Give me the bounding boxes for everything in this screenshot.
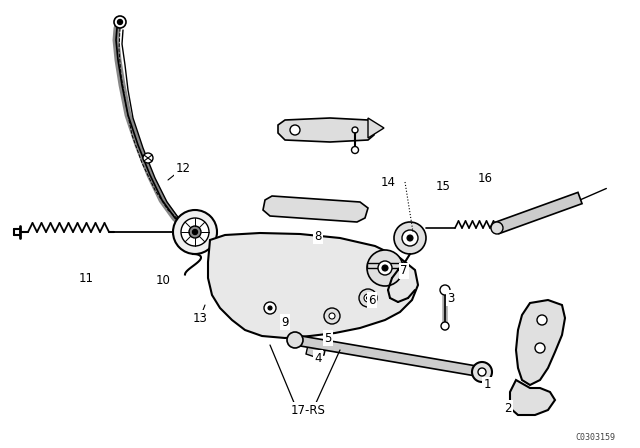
Text: 12: 12 — [175, 161, 191, 175]
Polygon shape — [516, 300, 565, 385]
Circle shape — [441, 322, 449, 330]
Polygon shape — [510, 380, 555, 415]
Polygon shape — [306, 342, 326, 357]
Text: 11: 11 — [79, 271, 93, 284]
Polygon shape — [183, 218, 210, 240]
Circle shape — [359, 289, 377, 307]
Circle shape — [324, 308, 340, 324]
Text: 4: 4 — [314, 352, 322, 365]
Polygon shape — [495, 192, 582, 234]
Circle shape — [264, 302, 276, 314]
Text: 9: 9 — [281, 315, 289, 328]
Text: 8: 8 — [314, 229, 322, 242]
Text: 7: 7 — [400, 264, 408, 277]
Circle shape — [351, 146, 358, 154]
Circle shape — [118, 20, 122, 25]
Text: 17-RS: 17-RS — [291, 404, 325, 417]
Circle shape — [268, 306, 272, 310]
Text: 14: 14 — [381, 176, 396, 189]
Circle shape — [329, 313, 335, 319]
Circle shape — [189, 226, 201, 238]
Circle shape — [181, 218, 209, 246]
Text: C0303159: C0303159 — [575, 434, 615, 443]
Circle shape — [367, 250, 403, 286]
Circle shape — [407, 235, 413, 241]
Polygon shape — [294, 335, 483, 377]
Circle shape — [114, 16, 126, 28]
Text: 5: 5 — [324, 332, 332, 345]
Circle shape — [478, 368, 486, 376]
Circle shape — [290, 125, 300, 135]
Circle shape — [440, 285, 450, 295]
Circle shape — [367, 297, 369, 300]
Circle shape — [382, 265, 388, 271]
Polygon shape — [208, 233, 418, 338]
Text: 16: 16 — [477, 172, 493, 185]
Circle shape — [535, 343, 545, 353]
Circle shape — [402, 230, 418, 246]
Text: 6: 6 — [368, 293, 376, 306]
Circle shape — [537, 315, 547, 325]
Circle shape — [491, 222, 503, 234]
Text: 13: 13 — [193, 311, 207, 324]
Circle shape — [394, 222, 426, 254]
Text: 3: 3 — [447, 292, 454, 305]
Circle shape — [378, 261, 392, 275]
Text: 2: 2 — [504, 401, 512, 414]
Circle shape — [472, 362, 492, 382]
Polygon shape — [368, 118, 384, 138]
Text: 15: 15 — [436, 180, 451, 193]
Circle shape — [364, 294, 372, 302]
Circle shape — [173, 210, 217, 254]
Circle shape — [352, 127, 358, 133]
Polygon shape — [263, 196, 368, 222]
Circle shape — [193, 229, 198, 234]
Polygon shape — [367, 263, 403, 268]
Polygon shape — [278, 118, 374, 142]
Text: 10: 10 — [156, 273, 170, 287]
Circle shape — [143, 153, 153, 163]
Text: 1: 1 — [483, 379, 491, 392]
Circle shape — [287, 332, 303, 348]
